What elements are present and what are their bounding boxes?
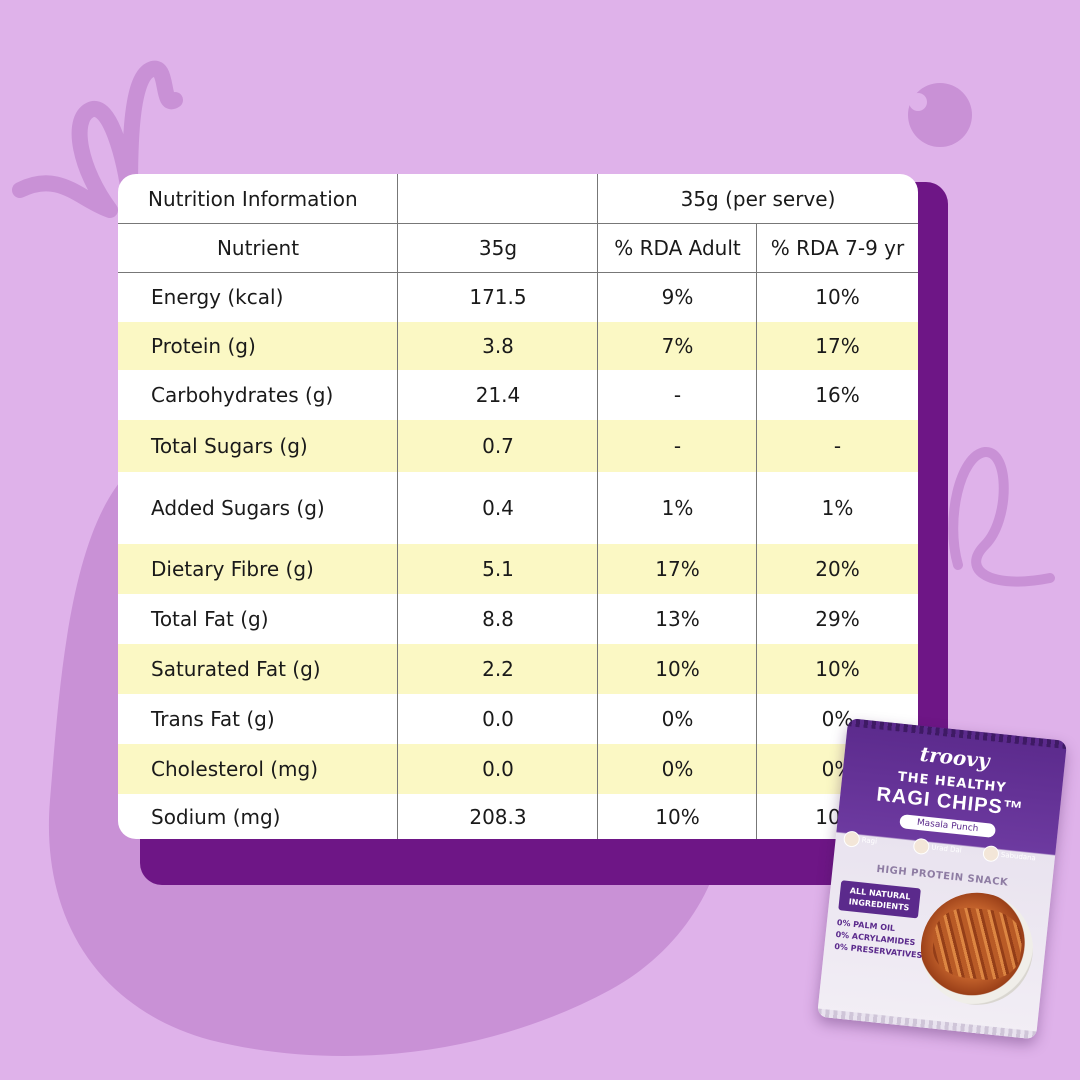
ingredient-label: Ragi — [861, 836, 878, 846]
ingredient-label: Urad Dal — [930, 843, 963, 855]
nutrient-amount: 3.8 — [482, 334, 514, 358]
table-row: Total Sugars (g) 0.7 - - — [118, 420, 918, 472]
rda-child-value: 16% — [815, 383, 860, 407]
nutrition-table: Nutrition Information 35g (per serve) Nu… — [118, 174, 918, 839]
nutrient-name: Carbohydrates (g) — [151, 383, 334, 407]
table-header-row: Nutrition Information 35g (per serve) — [118, 174, 918, 224]
ingredient-icon — [982, 844, 1000, 863]
table-row: Trans Fat (g) 0.0 0% 0% — [118, 694, 918, 744]
table-row: Carbohydrates (g) 21.4 - 16% — [118, 370, 918, 420]
pack-badge: ALL NATURAL INGREDIENTS — [838, 880, 921, 919]
rda-child-value: - — [833, 434, 842, 458]
rda-adult-value: 7% — [661, 334, 694, 358]
nutrient-amount: 2.2 — [482, 657, 514, 681]
rda-adult-value: 0% — [661, 707, 694, 731]
rda-child-value: 20% — [815, 557, 860, 581]
nutrient-name: Dietary Fibre (g) — [151, 557, 314, 581]
ingredient-sabudana: Sabudana — [982, 844, 1037, 866]
nutrient-amount: 0.0 — [482, 707, 514, 731]
column-divider — [756, 224, 757, 839]
loop-decoration — [948, 447, 1055, 587]
circle-decoration — [908, 83, 972, 147]
nutrient-name: Sodium (mg) — [151, 804, 281, 829]
nutrient-amount: 8.8 — [482, 607, 514, 631]
ingredient-urad-dal: Urad Dal — [912, 837, 963, 859]
column-header-amount: 35g — [478, 236, 518, 260]
rda-child-value: 10% — [815, 657, 860, 681]
header-divider — [118, 272, 918, 273]
nutrient-name: Saturated Fat (g) — [151, 657, 321, 681]
squiggle-top-left — [12, 60, 183, 218]
rda-adult-value: 10% — [655, 804, 700, 829]
column-header-rda-child: % RDA 7-9 yr — [770, 236, 905, 260]
nutrient-amount: 208.3 — [469, 804, 527, 829]
rda-adult-value: - — [673, 434, 682, 458]
table-title: Nutrition Information — [148, 187, 358, 211]
nutrient-name: Energy (kcal) — [151, 285, 284, 309]
nutrient-name: Trans Fat (g) — [151, 707, 275, 731]
nutrient-name: Protein (g) — [151, 334, 256, 358]
product-pack: troovy THE HEALTHY RAGI CHIPS™ Masala Pu… — [816, 718, 1080, 1042]
nutrient-amount: 0.4 — [482, 496, 514, 520]
rda-child-value: 1% — [821, 496, 854, 520]
table-row: Added Sugars (g) 0.4 1% 1% — [118, 472, 918, 544]
nutrient-name: Cholesterol (mg) — [151, 757, 319, 781]
ingredient-icon — [842, 830, 861, 848]
column-divider — [397, 174, 398, 839]
rda-adult-value: 9% — [661, 285, 694, 309]
column-divider — [597, 174, 598, 839]
nutrient-amount: 0.0 — [482, 757, 514, 781]
table-row: Protein (g) 3.8 7% 17% — [118, 322, 918, 370]
rda-adult-value: 10% — [655, 657, 700, 681]
nutrient-amount: 21.4 — [475, 383, 521, 407]
ingredient-icon — [912, 837, 931, 856]
table-row: Cholesterol (mg) 0.0 0% 0% — [118, 744, 918, 794]
table-row: Saturated Fat (g) 2.2 10% 10% — [118, 644, 918, 694]
rda-child-value: 29% — [815, 607, 860, 631]
nutrient-amount: 5.1 — [482, 557, 514, 581]
column-header-row: Nutrient 35g % RDA Adult % RDA 7-9 yr — [118, 224, 918, 272]
column-header-nutrient: Nutrient — [216, 236, 300, 260]
rda-adult-value: 1% — [661, 496, 694, 520]
rda-adult-value: 17% — [655, 557, 700, 581]
pack-body: troovy THE HEALTHY RAGI CHIPS™ Masala Pu… — [816, 718, 1068, 1040]
serve-header: 35g (per serve) — [680, 187, 836, 211]
rda-adult-value: 0% — [661, 757, 694, 781]
table-row: Total Fat (g) 8.8 13% 29% — [118, 594, 918, 644]
rda-child-value: 10% — [815, 285, 860, 309]
column-header-rda-adult: % RDA Adult — [614, 236, 741, 260]
ingredient-ragi: Ragi — [842, 830, 878, 849]
nutrient-name: Added Sugars (g) — [151, 496, 325, 520]
nutrient-amount: 171.5 — [469, 285, 527, 309]
header-divider — [118, 223, 918, 224]
circle-decoration-small — [909, 93, 927, 111]
table-row: Dietary Fibre (g) 5.1 17% 20% — [118, 544, 918, 594]
rda-adult-value: 13% — [655, 607, 700, 631]
nutrient-amount: 0.7 — [482, 434, 514, 458]
nutrient-name: Total Fat (g) — [151, 607, 269, 631]
rda-adult-value: - — [673, 383, 682, 407]
ingredient-label: Sabudana — [1000, 850, 1037, 863]
table-row: Sodium (mg)208.310%10% — [118, 794, 918, 839]
brand-logo: troovy — [918, 741, 991, 773]
rda-child-value: 17% — [815, 334, 860, 358]
table-row: Energy (kcal) 171.5 9% 10% — [118, 272, 918, 322]
nutrient-name: Total Sugars (g) — [151, 434, 308, 458]
